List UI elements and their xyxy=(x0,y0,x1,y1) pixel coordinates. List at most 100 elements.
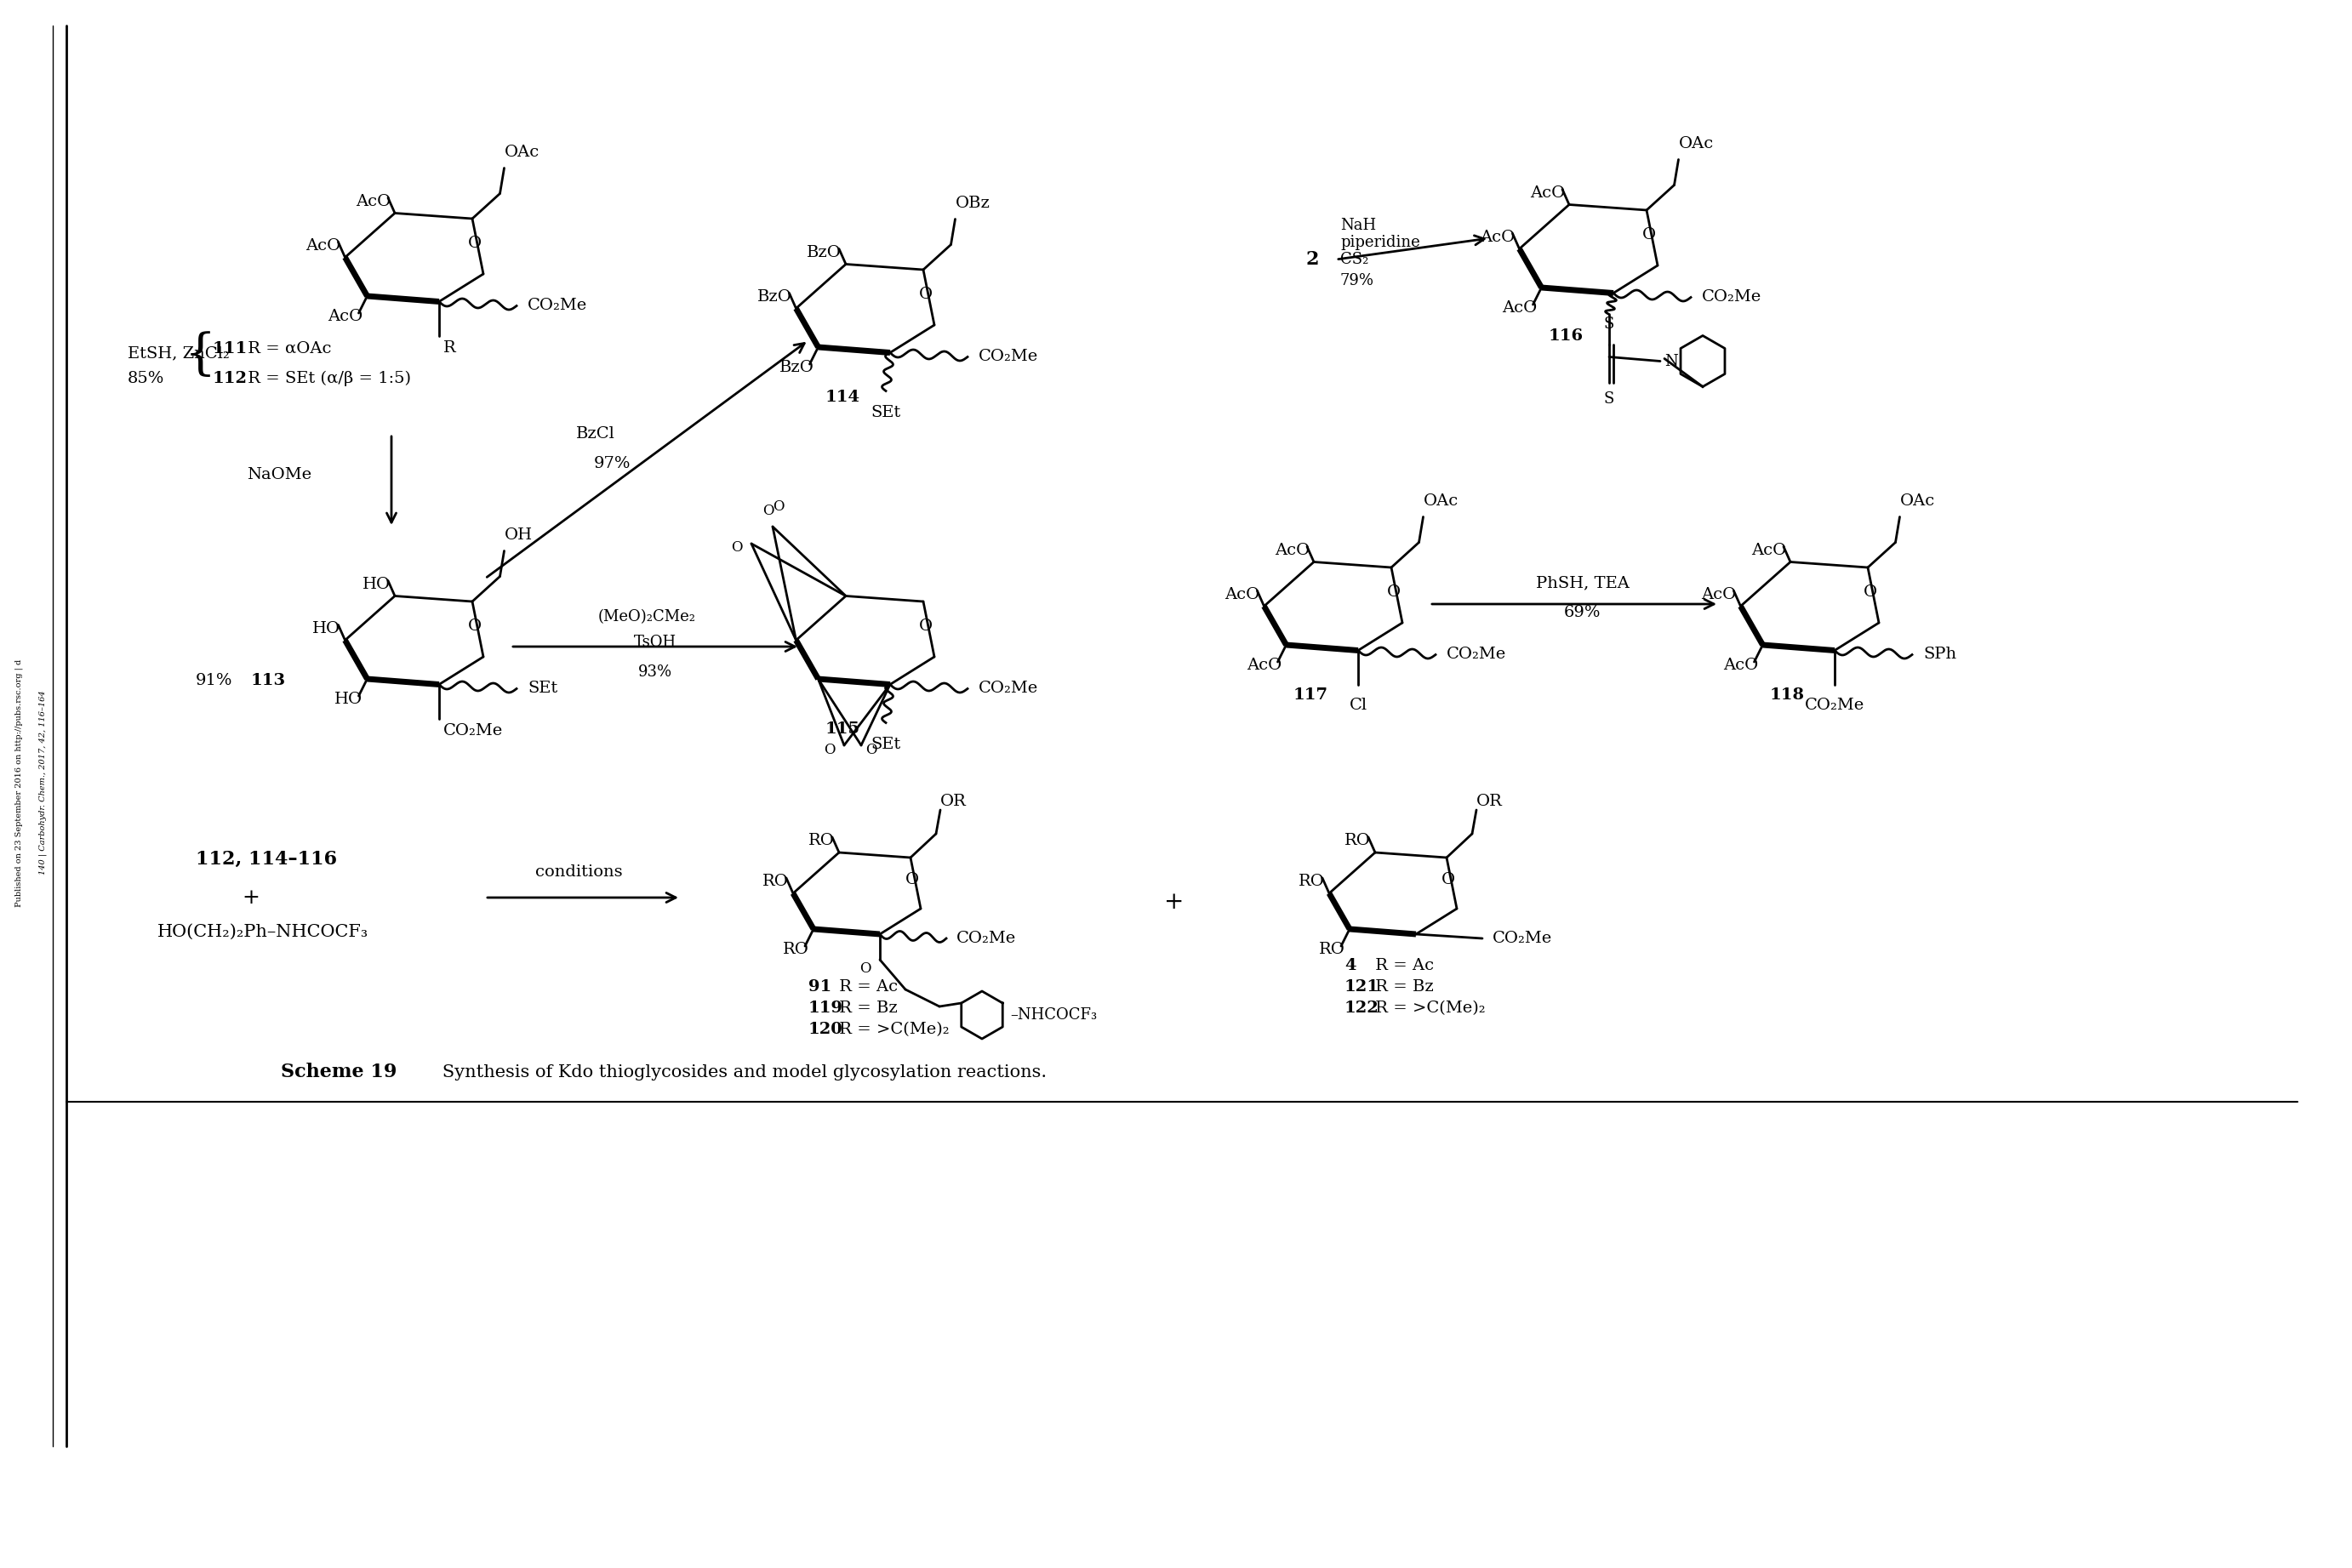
Text: SEt: SEt xyxy=(870,737,901,753)
Text: +: + xyxy=(1164,891,1185,913)
Text: O: O xyxy=(1863,585,1877,599)
Text: O: O xyxy=(468,235,482,251)
Text: +: + xyxy=(242,887,261,908)
Text: BzCl: BzCl xyxy=(576,426,616,442)
Text: O: O xyxy=(1642,227,1656,241)
Text: NaH: NaH xyxy=(1341,218,1376,234)
Text: Published on 23 September 2016 on http://pubs.rsc.org | d: Published on 23 September 2016 on http:/… xyxy=(14,659,24,906)
Text: CO₂Me: CO₂Me xyxy=(957,931,1016,946)
Text: (MeO)₂CMe₂: (MeO)₂CMe₂ xyxy=(597,608,696,624)
Text: 2: 2 xyxy=(1305,251,1319,268)
Text: CO₂Me: CO₂Me xyxy=(527,298,588,314)
Text: O: O xyxy=(906,872,920,887)
Text: R = >C(Me)₂: R = >C(Me)₂ xyxy=(1369,1000,1486,1016)
Text: –NHCOCF₃: –NHCOCF₃ xyxy=(1009,1007,1096,1022)
Text: RO: RO xyxy=(783,942,809,956)
Text: R = αOAc: R = αOAc xyxy=(242,342,332,356)
Text: 115: 115 xyxy=(826,721,861,737)
Text: O: O xyxy=(1388,585,1399,599)
Text: OR: OR xyxy=(1477,793,1503,809)
Text: Scheme 19: Scheme 19 xyxy=(280,1063,397,1082)
Text: OH: OH xyxy=(503,527,532,543)
Text: O: O xyxy=(823,742,835,757)
Text: R: R xyxy=(442,340,456,356)
Text: R = Ac: R = Ac xyxy=(1369,958,1435,974)
Text: OR: OR xyxy=(941,793,967,809)
Text: Cl: Cl xyxy=(1350,698,1367,712)
Text: R = SEt (α/β = 1:5): R = SEt (α/β = 1:5) xyxy=(242,372,412,386)
Text: 93%: 93% xyxy=(637,665,673,681)
Text: 117: 117 xyxy=(1294,687,1329,702)
Text: CO₂Me: CO₂Me xyxy=(1804,698,1865,712)
Text: 97%: 97% xyxy=(595,456,630,472)
Text: 116: 116 xyxy=(1548,328,1583,343)
Text: 122: 122 xyxy=(1345,1000,1378,1016)
Text: 114: 114 xyxy=(826,389,861,405)
Text: O: O xyxy=(920,618,931,633)
Text: TsOH: TsOH xyxy=(635,635,677,651)
Text: O: O xyxy=(861,961,870,975)
Text: HO: HO xyxy=(334,691,362,707)
Text: {: { xyxy=(183,332,216,379)
Text: R = >C(Me)₂: R = >C(Me)₂ xyxy=(835,1022,950,1036)
Text: OAc: OAc xyxy=(1423,494,1458,508)
Text: N: N xyxy=(1665,353,1677,368)
Text: HO: HO xyxy=(313,621,341,637)
Text: AcO: AcO xyxy=(1700,586,1736,602)
Text: RO: RO xyxy=(1319,942,1345,956)
Text: 91: 91 xyxy=(809,980,833,994)
Text: SEt: SEt xyxy=(527,681,557,696)
Text: 140 | Carbohydr. Chem., 2017, 42, 116–164: 140 | Carbohydr. Chem., 2017, 42, 116–16… xyxy=(38,690,47,875)
Text: AcO: AcO xyxy=(1247,657,1282,673)
Text: HO(CH₂)₂Ph–NHCOCF₃: HO(CH₂)₂Ph–NHCOCF₃ xyxy=(158,924,369,939)
Text: 4: 4 xyxy=(1345,958,1357,974)
Text: RO: RO xyxy=(809,833,835,848)
Text: Synthesis of Kdo thioglycosides and model glycosylation reactions.: Synthesis of Kdo thioglycosides and mode… xyxy=(426,1065,1047,1080)
Text: AcO: AcO xyxy=(306,238,341,252)
Text: 112: 112 xyxy=(212,372,247,386)
Text: conditions: conditions xyxy=(534,864,623,880)
Text: 120: 120 xyxy=(809,1022,842,1036)
Text: AcO: AcO xyxy=(1724,657,1759,673)
Text: OAc: OAc xyxy=(503,144,539,160)
Text: S: S xyxy=(1604,317,1613,331)
Text: O: O xyxy=(468,618,482,633)
Text: CO₂Me: CO₂Me xyxy=(1446,648,1505,662)
Text: 119: 119 xyxy=(809,1000,844,1016)
Text: RO: RO xyxy=(762,873,788,889)
Text: 69%: 69% xyxy=(1564,605,1602,621)
Text: O: O xyxy=(731,541,743,555)
Text: 85%: 85% xyxy=(127,372,165,386)
Text: AcO: AcO xyxy=(1503,301,1538,315)
Text: 112, 114–116: 112, 114–116 xyxy=(195,850,336,869)
Text: OBz: OBz xyxy=(955,196,990,212)
Text: 113: 113 xyxy=(252,673,287,688)
Text: 111: 111 xyxy=(212,342,247,356)
Text: AcO: AcO xyxy=(1275,543,1310,558)
Text: 121: 121 xyxy=(1345,980,1378,994)
Text: R = Bz: R = Bz xyxy=(835,1000,898,1016)
Text: PhSH, TEA: PhSH, TEA xyxy=(1536,575,1630,591)
Text: CO₂Me: CO₂Me xyxy=(442,723,503,739)
Text: O: O xyxy=(1442,872,1456,887)
Text: 118: 118 xyxy=(1769,687,1804,702)
Text: 79%: 79% xyxy=(1341,273,1374,289)
Text: BzO: BzO xyxy=(779,361,814,375)
Text: O: O xyxy=(774,500,783,514)
Text: AcO: AcO xyxy=(327,309,362,325)
Text: R = Ac: R = Ac xyxy=(835,980,898,994)
Text: RO: RO xyxy=(1298,873,1324,889)
Text: BzO: BzO xyxy=(757,289,793,304)
Text: RO: RO xyxy=(1345,833,1371,848)
Text: AcO: AcO xyxy=(1750,543,1785,558)
Text: piperidine: piperidine xyxy=(1341,235,1421,251)
Text: S: S xyxy=(1604,390,1613,406)
Text: OAc: OAc xyxy=(1679,136,1715,152)
Text: EtSH, ZnCl₂: EtSH, ZnCl₂ xyxy=(127,345,230,361)
Text: AcO: AcO xyxy=(1479,229,1515,245)
Text: CO₂Me: CO₂Me xyxy=(978,681,1037,696)
Text: CS₂: CS₂ xyxy=(1341,252,1369,267)
Text: AcO: AcO xyxy=(1225,586,1261,602)
Text: 91%: 91% xyxy=(195,673,233,688)
Text: NaOMe: NaOMe xyxy=(247,467,310,483)
